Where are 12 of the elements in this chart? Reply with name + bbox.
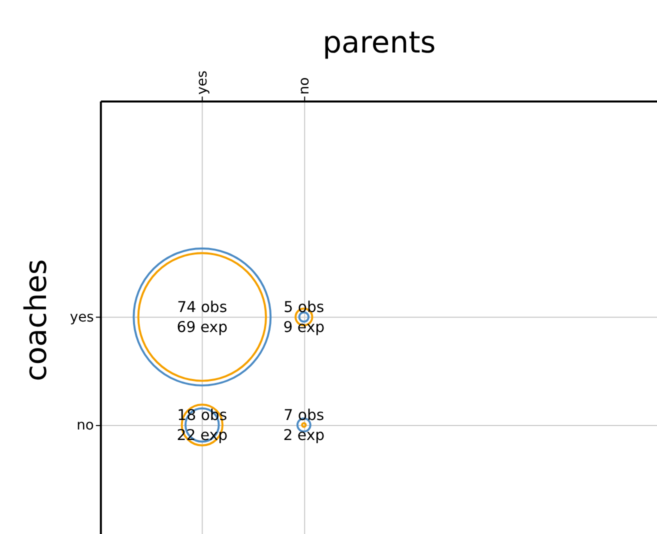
data-label: 2 exp [283,426,325,444]
category-label: no [296,77,312,95]
data-label: 69 exp [176,318,228,336]
text: parents [322,26,436,61]
data-label: 74 obs [177,298,228,316]
text: coaches [19,259,54,382]
category-label: yes [194,70,211,95]
category-label: yes [70,309,94,326]
data-label: 9 exp [283,318,325,336]
data-label: 7 obs [284,406,324,424]
data-label: 5 obs [284,298,324,316]
category-label: no [76,417,94,434]
